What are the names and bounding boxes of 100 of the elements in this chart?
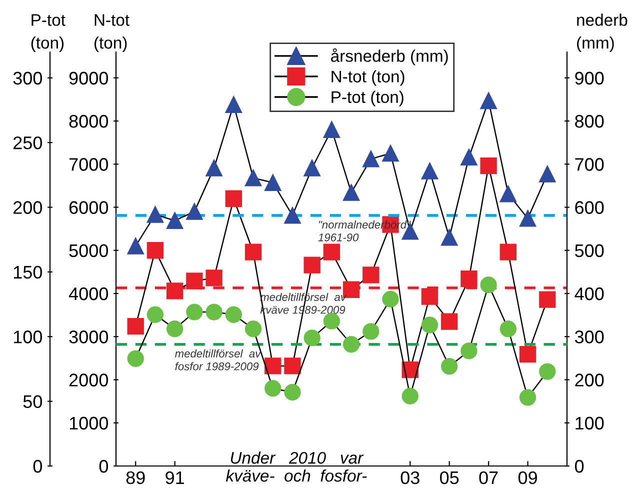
legend-label: årsnederb (mm) xyxy=(331,48,448,66)
x-tick-label: 03 xyxy=(400,471,420,484)
point xyxy=(186,304,203,320)
point xyxy=(421,288,438,305)
point xyxy=(480,276,497,294)
y2-tick-label: 700 xyxy=(575,158,604,171)
y2-tick-label: 400 xyxy=(574,287,604,300)
point xyxy=(323,121,340,138)
point xyxy=(127,238,144,254)
point xyxy=(441,313,458,330)
point xyxy=(186,272,203,290)
point xyxy=(342,184,360,201)
y3-tick-label: 100 xyxy=(14,330,42,344)
point xyxy=(284,358,301,374)
point xyxy=(264,358,282,374)
y2-tick-label: 300 xyxy=(574,330,604,344)
point xyxy=(382,290,399,308)
point xyxy=(304,256,320,274)
legend-label: N-tot (ton) xyxy=(332,70,404,86)
point xyxy=(127,350,144,367)
x-tick-label: 89 xyxy=(126,471,145,484)
point xyxy=(519,210,536,227)
y-tick-label: 4000 xyxy=(68,287,108,300)
point xyxy=(342,336,360,353)
point xyxy=(421,162,438,180)
point xyxy=(206,160,222,176)
point xyxy=(402,388,418,404)
point xyxy=(519,389,536,406)
point xyxy=(146,242,164,259)
point xyxy=(362,323,380,340)
y3-tick-label: 0 xyxy=(33,460,42,473)
y3-tick-label: 300 xyxy=(13,72,42,85)
x-tick-label: 91 xyxy=(166,471,184,484)
annotation: Under 2010 var kväve- och fosfor- xyxy=(226,452,367,482)
point xyxy=(166,282,184,300)
point xyxy=(225,190,242,207)
point xyxy=(519,346,536,363)
point xyxy=(264,174,282,191)
y-tick-label: 2000 xyxy=(69,374,108,386)
x-tick-label: 07 xyxy=(479,471,498,484)
point xyxy=(284,207,301,224)
point xyxy=(382,145,399,162)
point xyxy=(539,291,556,308)
point xyxy=(244,244,262,260)
y2-tick-label: 200 xyxy=(575,374,604,386)
point xyxy=(539,166,556,182)
y3-tick-label: 150 xyxy=(14,266,42,279)
point xyxy=(323,244,340,260)
y-tick-label: 0 xyxy=(99,460,108,473)
y3-axis-title: P-tot (ton) xyxy=(31,14,66,52)
point xyxy=(244,320,262,338)
point xyxy=(480,92,497,110)
point xyxy=(146,306,164,323)
point xyxy=(441,358,458,375)
y2-tick-label: 900 xyxy=(575,72,604,85)
point xyxy=(480,158,497,174)
point xyxy=(206,270,222,286)
y-tick-label: 5000 xyxy=(69,244,108,258)
x-tick-label: 09 xyxy=(518,471,537,484)
point xyxy=(127,318,144,335)
point xyxy=(284,384,301,401)
y-tick-label: 1000 xyxy=(70,416,108,430)
point xyxy=(500,186,517,202)
point xyxy=(304,330,320,346)
point xyxy=(304,160,320,176)
point xyxy=(166,320,184,338)
ref-line-label: medeltillförsel av fosfor 1989-2009 xyxy=(175,349,262,370)
y3-tick-label: 250 xyxy=(13,136,42,150)
y-tick-label: 6000 xyxy=(69,201,108,214)
point xyxy=(362,150,380,168)
point xyxy=(460,148,478,166)
point xyxy=(460,270,478,288)
y2-tick-label: 100 xyxy=(576,416,604,430)
point xyxy=(500,320,517,338)
y-axis-title: N-tot (ton) xyxy=(94,14,130,52)
point xyxy=(539,363,556,380)
y2-tick-label: 500 xyxy=(575,244,604,258)
point xyxy=(244,170,262,186)
point xyxy=(421,316,438,334)
y3-tick-label: 200 xyxy=(13,201,42,214)
point xyxy=(441,229,458,246)
point xyxy=(186,203,203,220)
y2-tick-label: 600 xyxy=(575,201,604,214)
y-tick-label: 7000 xyxy=(69,158,108,171)
point xyxy=(225,306,242,323)
point xyxy=(323,312,340,330)
y-tick-label: 9000 xyxy=(69,72,108,85)
y-tick-label: 8000 xyxy=(69,114,108,128)
x-tick-label: 05 xyxy=(440,471,459,484)
y3-tick-label: 50 xyxy=(23,395,42,408)
point xyxy=(362,266,380,284)
point xyxy=(225,96,242,113)
point xyxy=(206,304,222,320)
y-tick-label: 3000 xyxy=(69,330,108,344)
y2-axis-title: nederb (mm) xyxy=(577,14,628,52)
y2-tick-label: 800 xyxy=(575,114,604,128)
point xyxy=(264,380,282,397)
point xyxy=(146,206,164,223)
legend-label: P-tot (ton) xyxy=(332,90,404,106)
point xyxy=(460,342,478,360)
